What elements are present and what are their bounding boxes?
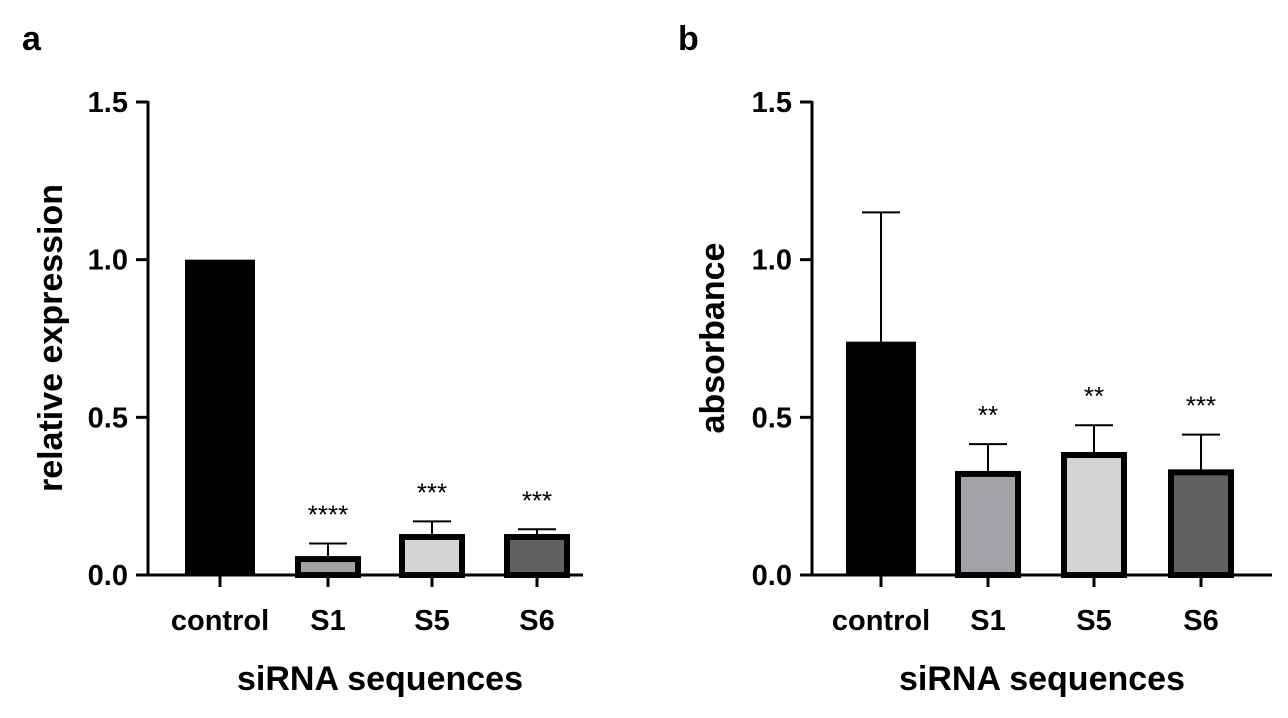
panel-a-significance-S5: *** bbox=[417, 477, 447, 507]
panel-b-x-axis-title: siRNA sequences bbox=[899, 660, 1185, 698]
panel-b-label: b bbox=[678, 20, 699, 58]
panel-b-ytick-label-0.0: 0.0 bbox=[752, 560, 792, 592]
panel-a-ytick-label-0.0: 0.0 bbox=[88, 560, 128, 592]
panel-a-bar-control bbox=[185, 259, 255, 575]
panel-a-label: a bbox=[22, 20, 42, 58]
panel-b-ytick-label-1.5: 1.5 bbox=[752, 87, 792, 119]
panel-a-ytick-label-0.5: 0.5 bbox=[88, 402, 128, 434]
panel-a: a control **** S1 *** S5 *** S6 0.0 0.5 1.0 1.5 rela… bbox=[22, 20, 583, 698]
panel-a-significance-S1: **** bbox=[308, 499, 348, 529]
panel-b-significance-S6: *** bbox=[1186, 391, 1216, 421]
panel-b-xtick-label-control: control bbox=[832, 605, 930, 637]
panel-b: b control ** S1 ** S5 *** S6 0.0 0.5 1.0 1.5 absorba… bbox=[678, 20, 1272, 698]
panel-a-xtick-label-S6: S6 bbox=[519, 605, 554, 637]
panel-b-significance-S5: ** bbox=[1084, 381, 1104, 411]
panel-b-bar-S6 bbox=[1168, 469, 1234, 579]
panel-a-significance-S6: *** bbox=[522, 485, 552, 515]
panel-b-bar-control bbox=[846, 341, 916, 575]
panel-b-ytick-label-0.5: 0.5 bbox=[752, 402, 792, 434]
panel-b-xtick-label-S5: S5 bbox=[1076, 605, 1111, 637]
panel-a-bar-S1 bbox=[295, 556, 361, 579]
panel-b-significance-S1: ** bbox=[978, 400, 998, 430]
panel-a-x-axis-title: siRNA sequences bbox=[237, 660, 523, 698]
panel-a-xtick-label-S1: S1 bbox=[310, 605, 345, 637]
panel-a-bar-S5 bbox=[399, 534, 465, 578]
panel-b-xtick-label-S6: S6 bbox=[1183, 605, 1218, 637]
panel-a-xtick-label-control: control bbox=[171, 605, 269, 637]
panel-b-bar-S1 bbox=[955, 470, 1021, 578]
panel-b-bar-S5 bbox=[1061, 452, 1127, 578]
panel-a-bar-S6 bbox=[504, 534, 570, 578]
panel-b-ytick-label-1.0: 1.0 bbox=[752, 245, 792, 277]
panel-b-xtick-label-S1: S1 bbox=[970, 605, 1005, 637]
panel-a-ytick-label-1.0: 1.0 bbox=[88, 245, 128, 277]
panel-b-y-axis-title: absorbance bbox=[694, 243, 732, 434]
panel-a-ytick-label-1.5: 1.5 bbox=[88, 87, 128, 119]
panel-a-xtick-label-S5: S5 bbox=[414, 605, 449, 637]
panel-a-y-axis-title: relative expression bbox=[32, 184, 70, 492]
